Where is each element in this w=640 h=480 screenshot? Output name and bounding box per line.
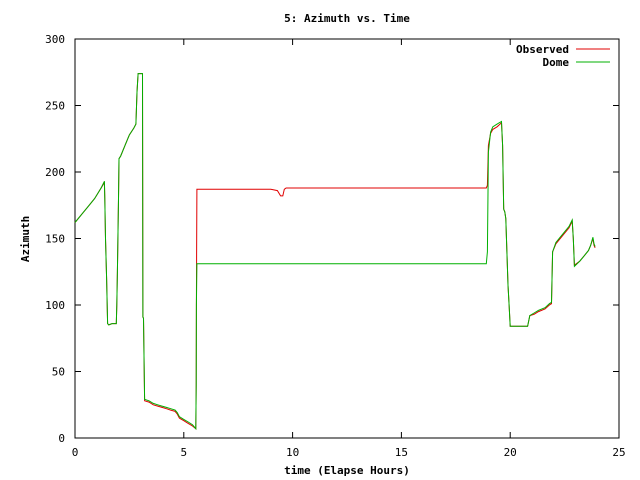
plot-frame	[74, 38, 620, 439]
series-lines	[74, 73, 596, 431]
y-axis-title: Azimuth	[19, 216, 32, 262]
x-tick-label: 5	[180, 446, 187, 459]
x-tick-label: 0	[72, 446, 79, 459]
y-tick-label: 150	[45, 233, 65, 246]
y-tick-label: 250	[45, 100, 65, 113]
y-tick-label: 300	[45, 33, 65, 46]
x-tick-label: 25	[612, 446, 625, 459]
y-tick-label: 50	[52, 366, 65, 379]
series-line-dome	[74, 73, 596, 431]
x-tick-label: 15	[395, 446, 408, 459]
x-axis-title: time (Elapse Hours)	[284, 464, 410, 477]
series-line-observed	[74, 73, 596, 430]
x-tick-label: 10	[286, 446, 299, 459]
y-tick-label: 0	[58, 432, 65, 445]
legend-label-dome: Dome	[543, 56, 570, 69]
legend-label-observed: Observed	[516, 43, 569, 56]
y-tick-label: 200	[45, 166, 65, 179]
x-tick-label: 20	[504, 446, 517, 459]
y-tick-label: 100	[45, 299, 65, 312]
chart-title: 5: Azimuth vs. Time	[284, 12, 410, 25]
